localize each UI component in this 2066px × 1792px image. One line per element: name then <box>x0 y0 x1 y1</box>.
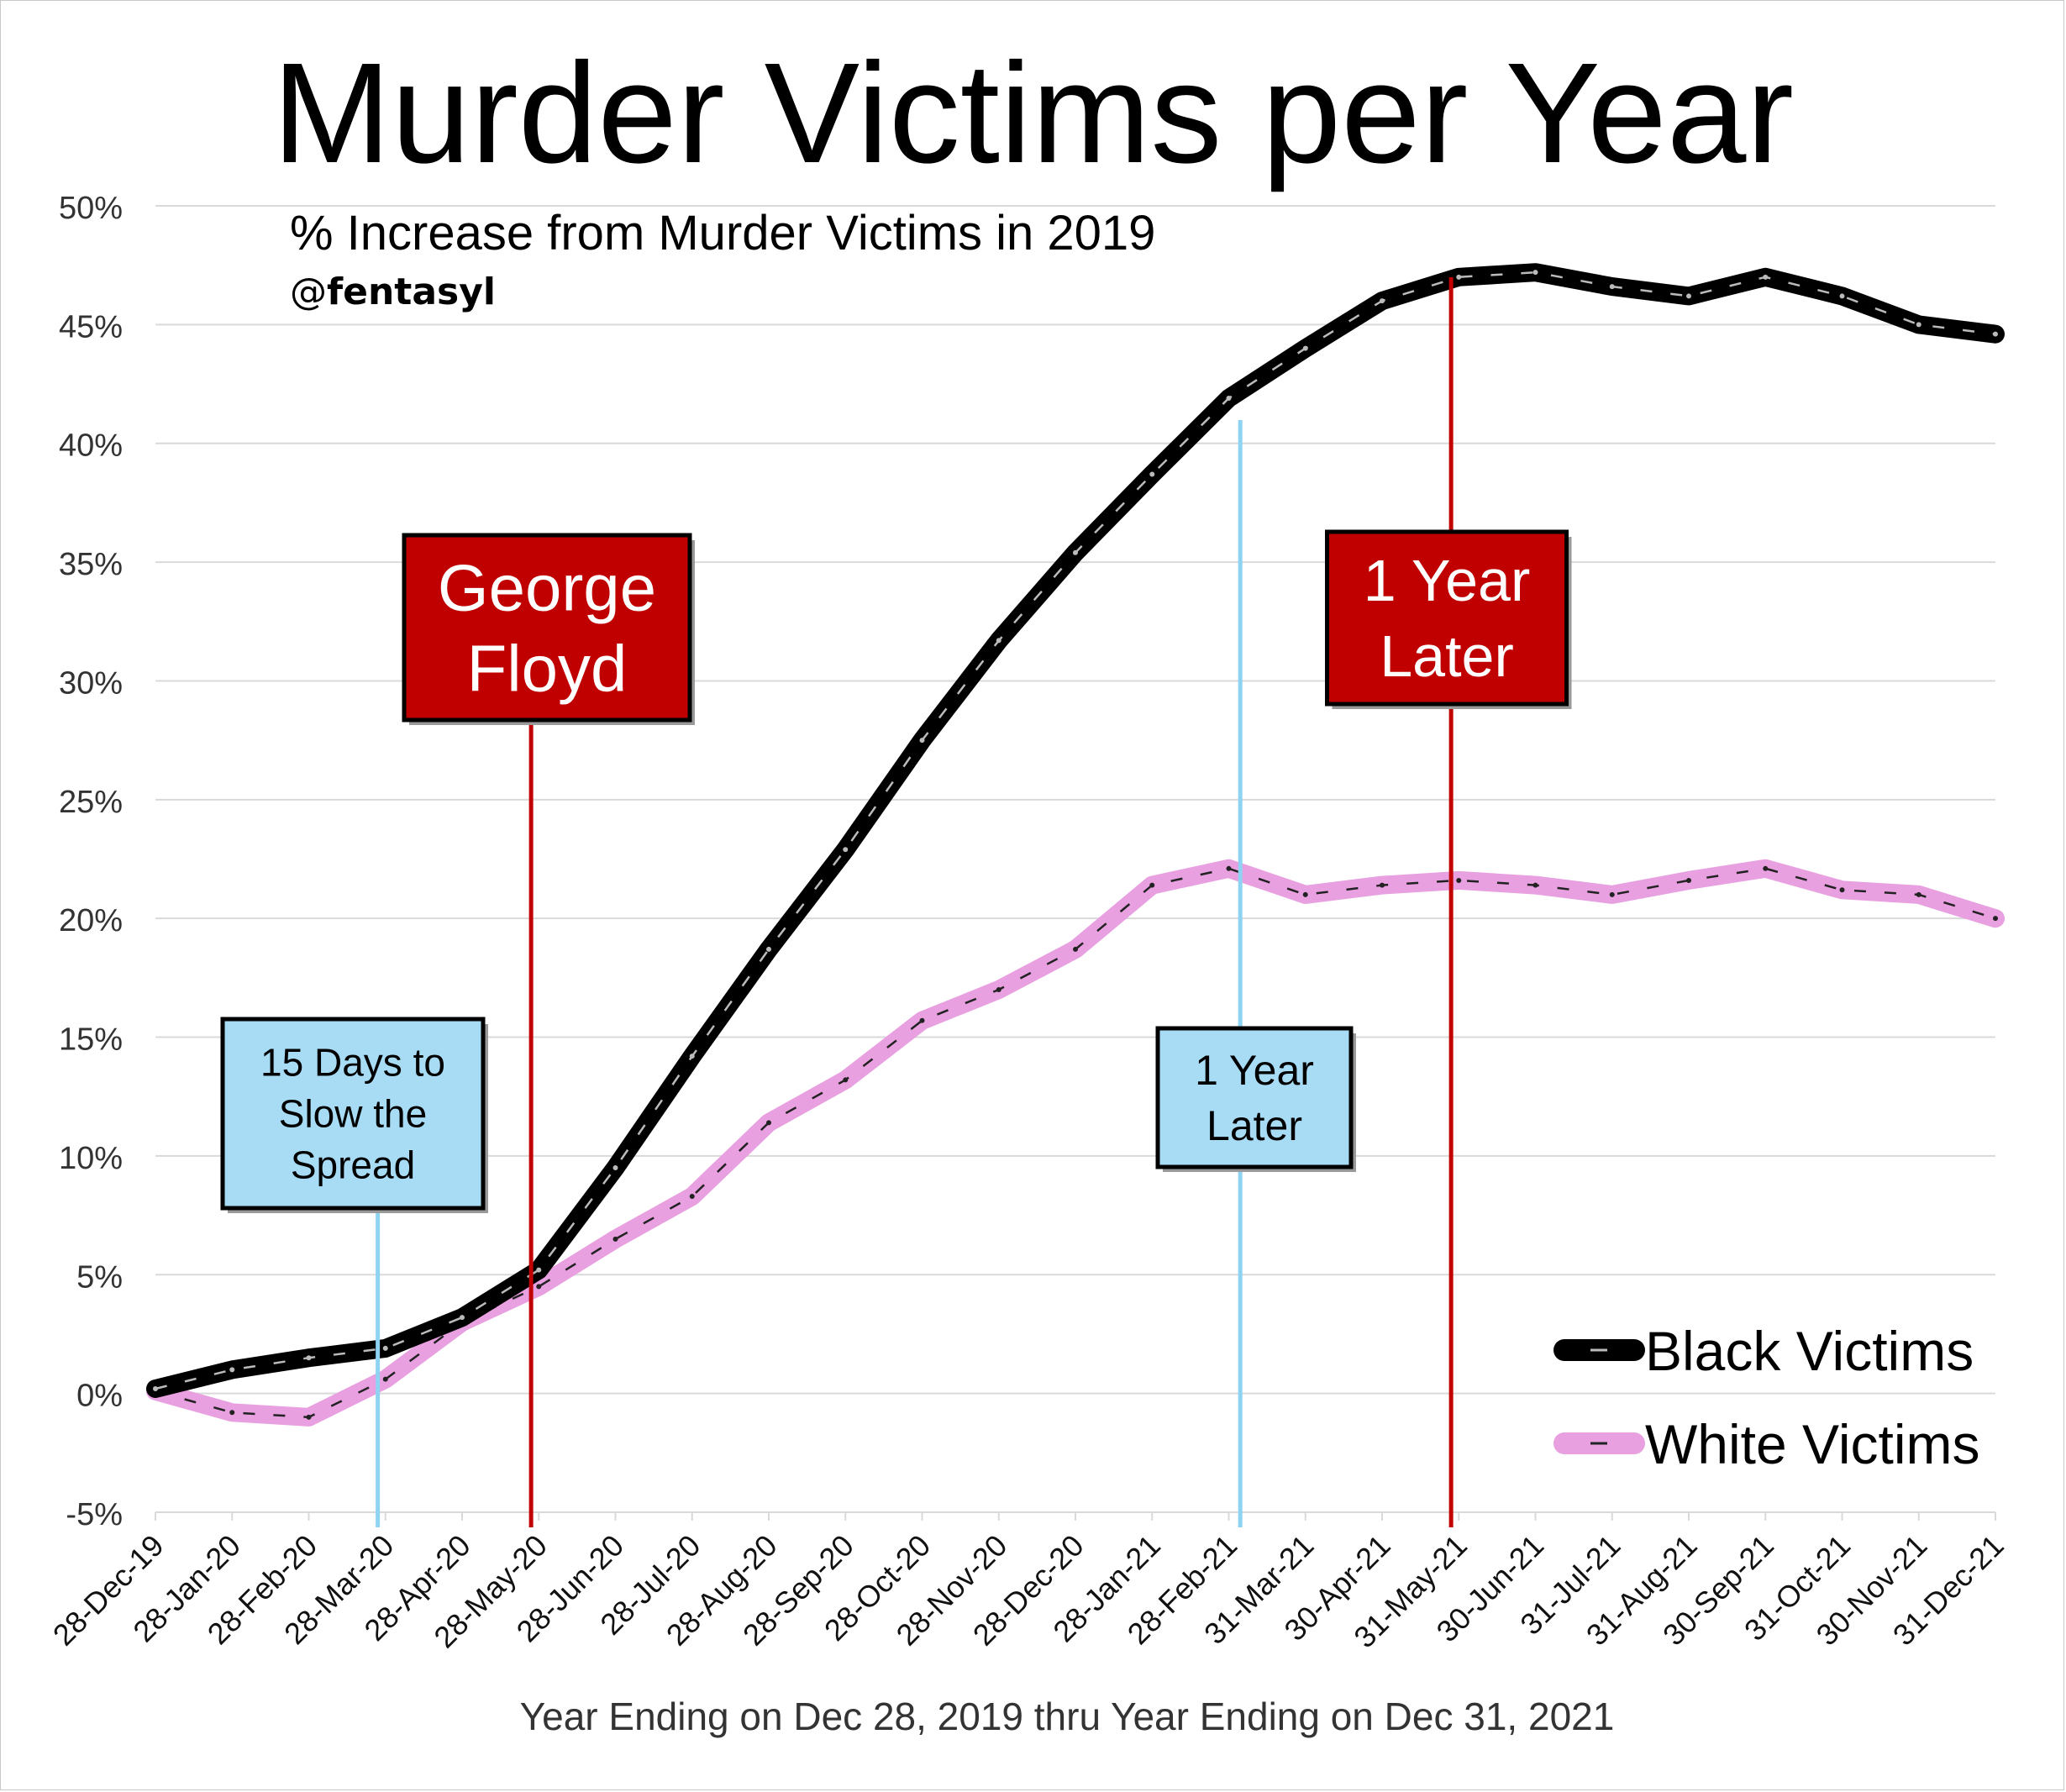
x-axis-label: Year Ending on Dec 28, 2019 thru Year En… <box>519 1695 1615 1738</box>
data-point <box>153 1385 158 1391</box>
data-point <box>1302 345 1308 351</box>
data-point <box>1993 331 1998 337</box>
data-point <box>1916 322 1921 328</box>
data-point <box>306 1355 312 1361</box>
data-point <box>382 1376 388 1382</box>
data-point <box>1226 396 1232 402</box>
annotation-box <box>1325 529 1569 707</box>
data-point <box>536 1284 542 1290</box>
data-point <box>1839 293 1845 299</box>
annotation-text: Floyd <box>467 631 628 705</box>
annotation-text: Later <box>1380 623 1514 689</box>
data-point <box>1226 865 1232 871</box>
credit-handle: @fentasyl <box>290 271 496 313</box>
series-lines <box>146 263 2005 1427</box>
annotation-box <box>220 1017 486 1211</box>
data-point <box>1149 471 1155 477</box>
data-point <box>1456 274 1462 280</box>
data-point <box>996 638 1001 644</box>
data-point <box>229 1367 235 1373</box>
y-axis-ticks: -5% 0% 5% 10% 15% 20% 25% 30% 35% 40% 45% 50% <box>59 191 123 1532</box>
annotation-box <box>1155 1026 1354 1169</box>
y-tick-label: 10% <box>59 1141 123 1176</box>
annotation-text: 15 Days to <box>260 1041 445 1085</box>
data-point <box>1073 946 1078 952</box>
y-tick-label: 20% <box>59 903 123 938</box>
data-point <box>1686 877 1691 883</box>
legend-label: Black Victims <box>1645 1320 1974 1382</box>
y-tick-label: 30% <box>59 665 123 701</box>
data-point <box>919 738 925 744</box>
y-tick-label: 5% <box>76 1259 123 1295</box>
data-point <box>1302 891 1308 897</box>
chart-title: Murder Victims per Year <box>272 34 1794 193</box>
data-point <box>919 1017 925 1023</box>
data-point <box>766 1120 771 1126</box>
chart-subtitle: % Increase from Murder Victims in 2019 <box>290 206 1156 260</box>
annotation-text: Later <box>1206 1102 1302 1149</box>
y-tick-label: 0% <box>76 1379 123 1414</box>
grid-lines <box>155 205 1995 1513</box>
y-tick-label: 40% <box>59 428 123 464</box>
y-tick-label: 35% <box>59 547 123 582</box>
data-point <box>1380 882 1385 888</box>
credit-name: fentasyl <box>327 271 496 313</box>
data-point <box>843 847 849 853</box>
data-point <box>1532 882 1538 888</box>
data-point <box>612 1165 618 1171</box>
data-point <box>1532 270 1538 276</box>
data-point <box>1609 284 1615 290</box>
data-point <box>1839 887 1845 893</box>
series-dash <box>155 271 1996 1390</box>
y-tick-label: 25% <box>59 785 123 820</box>
data-point <box>1763 274 1769 280</box>
data-point <box>843 1077 849 1083</box>
data-point <box>612 1236 618 1242</box>
legend: Black Victims White Victims <box>1553 1320 1980 1475</box>
data-point <box>996 987 1001 992</box>
annotation-text: Spread <box>291 1143 415 1187</box>
data-point <box>382 1345 388 1351</box>
data-point <box>536 1267 542 1273</box>
y-tick-label: 50% <box>59 191 123 226</box>
data-point <box>1686 293 1691 299</box>
data-point <box>1763 865 1769 871</box>
data-point <box>689 1193 695 1199</box>
credit-prefix: @ <box>290 271 327 313</box>
y-tick-label: 45% <box>59 309 123 344</box>
data-point <box>1456 877 1462 883</box>
data-point <box>1993 916 1998 922</box>
data-point <box>1149 882 1155 888</box>
data-point <box>229 1410 235 1416</box>
data-point <box>306 1414 312 1420</box>
x-axis-ticks: 28-Dec-1928-Jan-2028-Feb-2028-Mar-2028-A… <box>46 1512 2011 1654</box>
data-point <box>1916 891 1921 897</box>
y-tick-label: -5% <box>66 1497 123 1532</box>
data-point <box>766 946 771 952</box>
legend-label: White Victims <box>1645 1413 1980 1475</box>
data-point <box>1380 298 1385 304</box>
data-point <box>1073 549 1078 555</box>
data-point <box>460 1315 465 1321</box>
annotation-box <box>402 533 692 723</box>
data-point <box>689 1054 695 1059</box>
series-line <box>146 263 2005 1398</box>
y-tick-label: 15% <box>59 1022 123 1058</box>
annotation-text: 1 Year <box>1195 1047 1314 1094</box>
annotation-text: George <box>438 550 656 624</box>
annotation-text: 1 Year <box>1364 548 1531 613</box>
annotation-text: Slow the <box>279 1092 427 1136</box>
data-point <box>1609 891 1615 897</box>
